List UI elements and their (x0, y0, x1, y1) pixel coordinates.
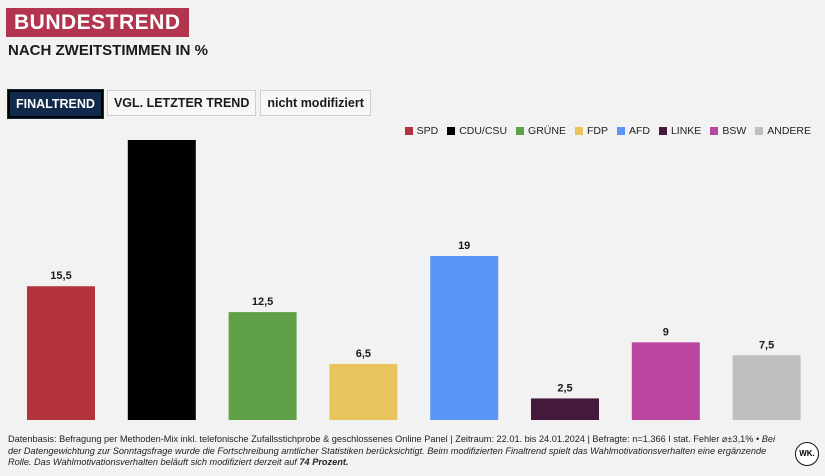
chart-subtitle: NACH ZWEITSTIMMEN IN % (8, 42, 208, 59)
footer-text-italic: Bei der Datengewichtung zur Sonntagsfrag… (8, 434, 776, 467)
bar-linke (531, 398, 599, 420)
legend-item-afd: AFD (616, 125, 650, 137)
tab-bar: FINALTREND VGL. LETZTER TREND nicht modi… (7, 89, 371, 119)
legend-item-bsw: BSW (710, 125, 746, 137)
legend-label: SPD (416, 125, 439, 137)
legend-item-spd: SPD (404, 125, 439, 137)
legend-swatch (516, 127, 525, 135)
legend-item-linke: LINKE (658, 125, 702, 137)
bar-fdp (329, 363, 398, 420)
legend-label: BSW (722, 125, 747, 137)
bar-grüne (228, 312, 297, 420)
legend-item-andere: ANDERE (755, 125, 811, 137)
tab-vgl-letzter-trend[interactable]: VGL. LETZTER TREND (106, 90, 257, 116)
legend-label: FDP (586, 125, 608, 137)
bar-value-label: 6,5 (356, 348, 371, 360)
footer-text: Datenbasis: Befragung per Methoden-Mix i… (8, 434, 760, 444)
legend-item-grüne: GRÜNE (516, 125, 566, 137)
legend-label: ANDERE (767, 125, 811, 137)
bar-value-label: 9 (663, 326, 669, 338)
tab-finaltrend[interactable]: FINALTREND (7, 89, 104, 119)
bar-andere (732, 355, 801, 420)
bar-value-label: 7,5 (759, 339, 774, 351)
chart-legend: SPD CDU/CSU GRÜNE FDP AFD LINKE BSW ANDERE (404, 125, 811, 137)
tab-nicht-modifiziert[interactable]: nicht modifiziert (260, 90, 371, 116)
legend-item-fdp: FDP (574, 125, 608, 137)
legend-label: AFD (628, 125, 650, 137)
legend-swatch (755, 127, 764, 135)
wk-logo: WK. (795, 442, 819, 466)
bar-cdu-csu (127, 140, 196, 420)
legend-label: CDU/CSU (459, 125, 508, 137)
bar-bsw (631, 342, 700, 420)
legend-swatch (616, 127, 625, 135)
legend-label: GRÜNE (528, 125, 566, 137)
bar-spd (27, 286, 95, 420)
legend-swatch (710, 127, 719, 135)
bar-afd (430, 256, 499, 420)
legend-swatch (574, 127, 583, 135)
bar-value-label: 19 (458, 240, 470, 252)
legend-swatch (404, 127, 413, 135)
footer-note: Datenbasis: Befragung per Methoden-Mix i… (8, 434, 788, 469)
legend-item-cdu-csu: CDU/CSU (447, 125, 507, 137)
legend-swatch (447, 127, 456, 135)
bar-value-label: 2,5 (557, 382, 572, 394)
bar-value-label: 12,5 (252, 296, 273, 308)
bar-chart: 15,5 12,5 6,5 19 2,5 9 7,5 (27, 140, 801, 420)
legend-label: LINKE (670, 125, 702, 137)
bar-value-label: 15,5 (50, 270, 71, 282)
chart-title: BUNDESTREND (6, 8, 189, 37)
legend-swatch (658, 127, 667, 135)
footer-text-bold: 74 Prozent. (299, 457, 349, 467)
